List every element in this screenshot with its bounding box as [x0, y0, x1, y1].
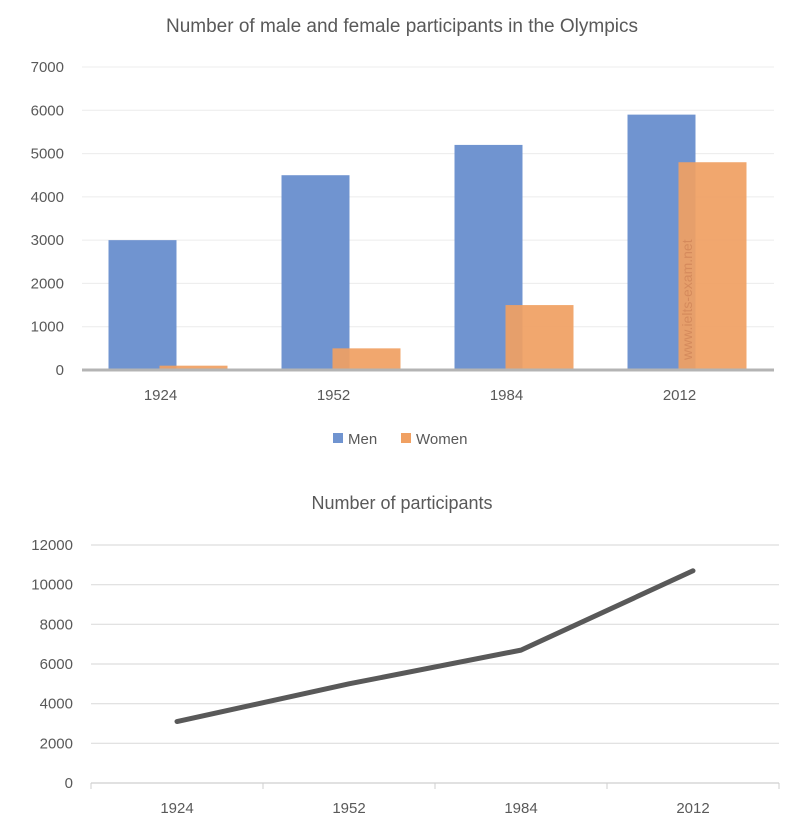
y-tick-label: 8000	[40, 616, 73, 633]
bar-women-1924	[159, 365, 228, 370]
bar-women-1984	[505, 305, 574, 370]
y-tick-label: 2000	[31, 275, 64, 292]
y-tick-label: 0	[56, 362, 64, 379]
bar-women-2012	[678, 162, 747, 370]
bar-women-1952	[332, 348, 401, 370]
bar-chart-title: Number of male and female participants i…	[166, 16, 638, 37]
x-tick-label: 1952	[317, 387, 350, 404]
x-tick-label: 1984	[490, 387, 523, 404]
legend-swatch-women	[401, 433, 411, 443]
y-tick-label: 5000	[31, 146, 64, 163]
y-tick-label: 1000	[31, 319, 64, 336]
line-chart-title: Number of participants	[311, 493, 492, 513]
y-tick-label: 2000	[40, 735, 73, 752]
x-tick-label: 1984	[504, 800, 537, 817]
y-tick-label: 12000	[31, 537, 73, 554]
x-tick-label: 1924	[160, 800, 193, 817]
x-tick-label: 1952	[332, 800, 365, 817]
y-tick-label: 0	[65, 775, 73, 792]
y-tick-label: 6000	[40, 656, 73, 673]
watermark: www.ielts-exam.net	[679, 239, 695, 361]
y-tick-label: 4000	[31, 189, 64, 206]
bar-men-1952	[281, 175, 350, 370]
y-tick-label: 3000	[31, 232, 64, 249]
legend-label-women: Women	[416, 431, 467, 448]
participants-line	[174, 568, 696, 725]
x-tick-label: 2012	[663, 387, 696, 404]
x-tick-label: 2012	[676, 800, 709, 817]
y-tick-label: 4000	[40, 696, 73, 713]
legend-swatch-men	[333, 433, 343, 443]
legend-label-men: Men	[348, 431, 377, 448]
y-tick-label: 10000	[31, 577, 73, 594]
y-tick-label: 6000	[31, 102, 64, 119]
x-tick-label: 1924	[144, 387, 177, 404]
bar-men-1924	[108, 240, 177, 370]
y-tick-label: 7000	[31, 59, 64, 76]
